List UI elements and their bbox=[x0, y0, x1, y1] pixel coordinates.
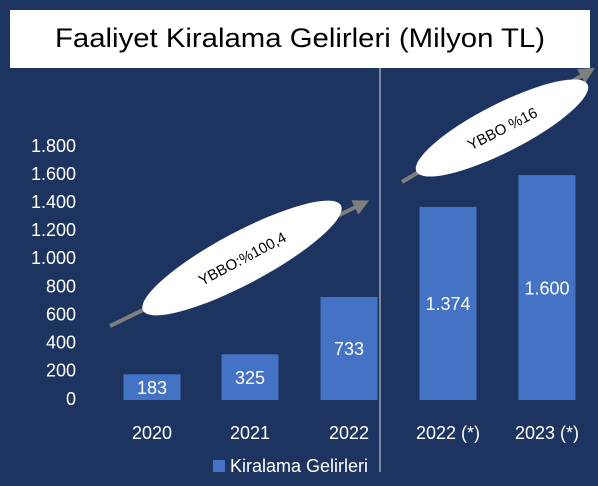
y-tick-label: 400 bbox=[46, 333, 76, 353]
y-tick-label: 1.600 bbox=[31, 164, 76, 184]
legend-label: Kiralama Gelirleri bbox=[230, 456, 368, 476]
chart-title: Faaliyet Kiralama Gelirleri (Milyon TL) bbox=[55, 23, 545, 53]
y-tick-label: 1.400 bbox=[31, 192, 76, 212]
y-tick-label: 600 bbox=[46, 304, 76, 324]
x-tick-label: 2023 (*) bbox=[515, 423, 579, 443]
x-tick-label: 2022 (*) bbox=[416, 423, 480, 443]
bar bbox=[221, 354, 279, 400]
data-label: 183 bbox=[137, 378, 167, 398]
title-box bbox=[10, 10, 590, 68]
bar bbox=[419, 206, 477, 400]
y-tick-label: 1.200 bbox=[31, 220, 76, 240]
bar bbox=[320, 296, 378, 400]
y-tick-label: 1.800 bbox=[31, 136, 76, 156]
data-label: 1.600 bbox=[524, 278, 569, 298]
y-tick-label: 0 bbox=[66, 389, 76, 409]
data-label: 1.374 bbox=[425, 294, 470, 314]
data-label: 325 bbox=[235, 368, 265, 388]
y-tick-label: 800 bbox=[46, 276, 76, 296]
y-tick-label: 200 bbox=[46, 361, 76, 381]
x-tick-label: 2022 bbox=[329, 423, 369, 443]
y-tick-label: 1.000 bbox=[31, 248, 76, 268]
x-tick-label: 2020 bbox=[132, 423, 172, 443]
bar bbox=[518, 175, 576, 400]
legend-swatch bbox=[213, 460, 225, 472]
x-tick-label: 2021 bbox=[230, 423, 270, 443]
data-label: 733 bbox=[334, 339, 364, 359]
bar bbox=[123, 374, 181, 400]
